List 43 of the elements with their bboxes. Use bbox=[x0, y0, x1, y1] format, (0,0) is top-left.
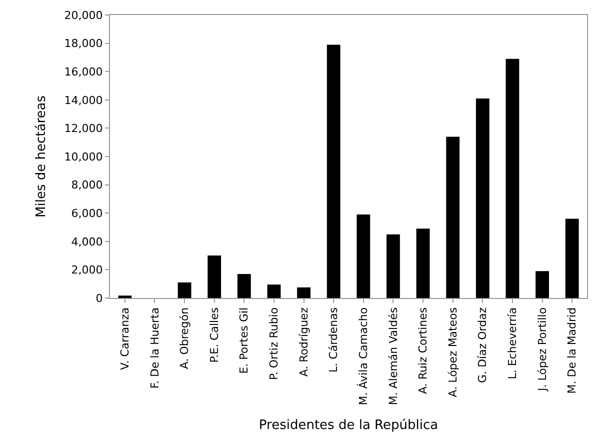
bar bbox=[506, 58, 520, 298]
x-tick-label: P. Ortiz Rubio bbox=[268, 307, 281, 380]
y-tick-label: 0 bbox=[96, 292, 103, 305]
bar bbox=[356, 214, 370, 298]
y-tick-label: 10,000 bbox=[64, 150, 103, 164]
bar bbox=[178, 282, 192, 298]
bar bbox=[386, 234, 400, 298]
x-tick-label: E. Portes Gil bbox=[238, 307, 251, 374]
y-tick-label: 14,000 bbox=[64, 94, 103, 107]
bar bbox=[476, 98, 490, 298]
x-tick-label: P.E. Calles bbox=[208, 307, 221, 363]
y-tick-label: 20,000 bbox=[64, 8, 103, 22]
y-tick-label: 2,000 bbox=[71, 264, 103, 277]
y-tick-label: 6,000 bbox=[71, 206, 103, 220]
x-tick-label: V. Carranza bbox=[118, 307, 132, 370]
x-tick-label: M. Ávila Camacho bbox=[356, 307, 370, 406]
x-tick-label: J. López Portillo bbox=[536, 307, 549, 392]
y-tick-label: 12,000 bbox=[64, 122, 103, 136]
x-tick-label: A. López Mateos bbox=[446, 307, 460, 398]
bar bbox=[297, 287, 310, 298]
y-tick-label: 4,000 bbox=[71, 235, 103, 248]
bar bbox=[446, 136, 460, 298]
bar bbox=[267, 284, 281, 298]
x-tick-label: A. Obregón bbox=[178, 307, 192, 370]
x-axis-title: Presidentes de la República bbox=[258, 418, 438, 433]
y-tick-label: 18,000 bbox=[64, 37, 103, 50]
x-tick-label: F. De la Huerta bbox=[148, 307, 162, 389]
x-tick-label: A. Ruiz Cortines bbox=[416, 307, 430, 394]
bar bbox=[208, 256, 222, 298]
x-tick-label: G. Díaz Ordaz bbox=[476, 307, 490, 383]
bar bbox=[565, 218, 579, 298]
x-tick-label: M. Alemán Valdés bbox=[386, 307, 400, 406]
x-tick-label: A. Rodríguez bbox=[297, 307, 310, 377]
y-axis-title: Miles de hectáreas bbox=[34, 95, 50, 218]
bar bbox=[237, 274, 251, 298]
x-tick-label: M. De la Madrid bbox=[566, 307, 579, 394]
y-tick-label: 8,000 bbox=[71, 178, 103, 192]
bar bbox=[536, 271, 549, 298]
y-tick-label: 16,000 bbox=[64, 65, 103, 78]
x-tick-label: L. Cárdenas bbox=[327, 307, 340, 372]
bar bbox=[416, 228, 430, 298]
x-tick-label: L. Echeverría bbox=[506, 307, 520, 380]
bar bbox=[326, 44, 340, 298]
